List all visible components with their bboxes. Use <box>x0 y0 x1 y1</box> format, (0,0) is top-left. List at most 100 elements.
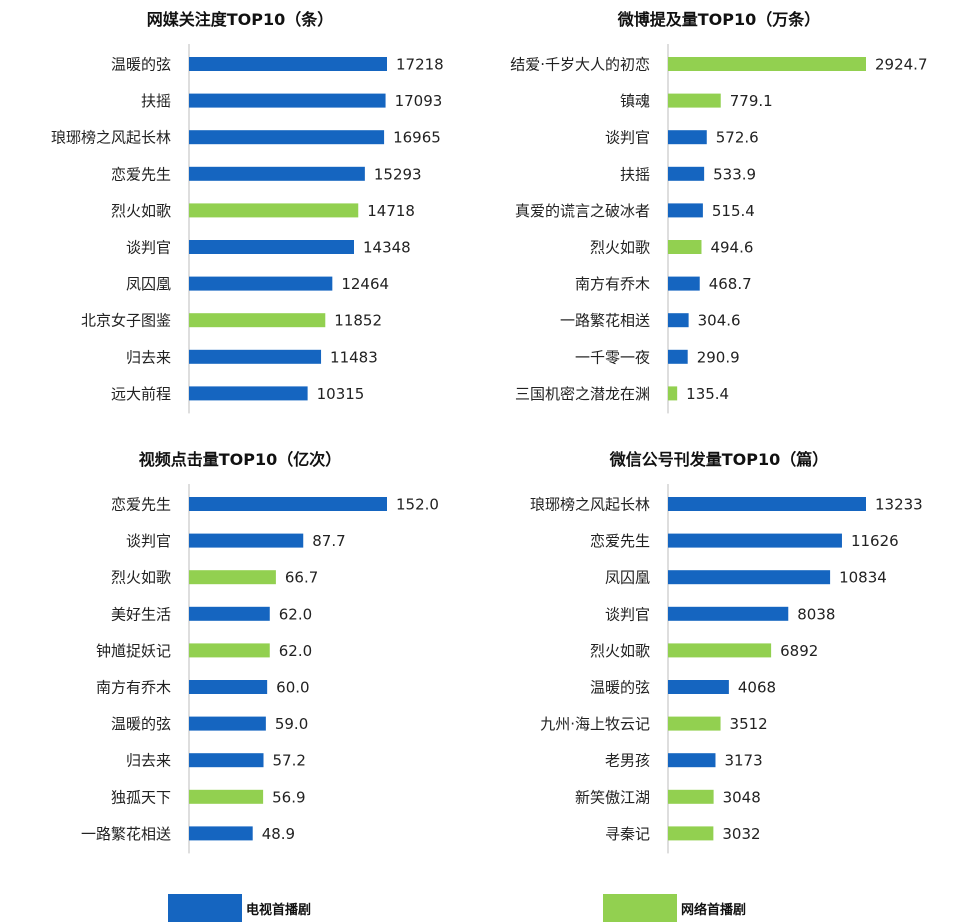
legend-item-web: 网络首播剧 <box>603 894 746 922</box>
category-label: 温暖的弦 <box>111 715 171 733</box>
data-label: 17218 <box>396 56 444 74</box>
data-label: 14718 <box>367 202 415 220</box>
bar <box>668 93 721 108</box>
category-label: 真爱的谎言之破冰者 <box>515 202 650 220</box>
bar <box>668 240 702 254</box>
bar <box>668 276 700 291</box>
category-label: 结爱·千岁大人的初恋 <box>510 56 650 74</box>
category-label: 凤囚凰 <box>126 275 171 293</box>
category-label: 谈判官 <box>605 605 650 623</box>
data-label: 60.0 <box>276 679 309 697</box>
bar <box>189 716 266 731</box>
bar <box>668 349 688 364</box>
data-label: 12464 <box>341 275 389 293</box>
category-label: 钟馗捉妖记 <box>96 642 171 660</box>
bar <box>668 643 772 658</box>
data-label: 56.9 <box>272 788 305 806</box>
category-label: 琅琊榜之风起长林 <box>530 496 650 514</box>
data-label: 304.6 <box>698 312 741 330</box>
chart-title-wechat: 微信公号刊发量TOP10（篇） <box>609 450 829 469</box>
category-label: 归去来 <box>126 348 171 366</box>
bar <box>668 680 729 694</box>
data-label: 66.7 <box>285 569 318 587</box>
data-label: 11483 <box>330 348 378 366</box>
category-label: 九州·海上牧云记 <box>540 715 650 733</box>
legend-swatch-tv <box>168 894 242 922</box>
category-label: 谈判官 <box>605 129 650 147</box>
category-label: 恋爱先生 <box>111 496 171 514</box>
bar <box>189 313 326 328</box>
data-label: 515.4 <box>712 202 755 220</box>
data-label: 59.0 <box>275 715 308 733</box>
data-label: 11626 <box>851 532 899 550</box>
category-label: 南方有乔木 <box>96 679 171 697</box>
bar <box>668 533 842 548</box>
chart-title-web-media: 网媒关注度TOP10（条） <box>146 10 334 29</box>
bar <box>668 789 714 804</box>
bar <box>668 313 689 328</box>
chart-wechat: 琅琊榜之风起长林 13233 恋爱先生 11626 凤囚凰 10834 谈判官 8038 烈火如… <box>530 484 923 854</box>
category-label: 恋爱先生 <box>111 165 171 183</box>
bar <box>189 497 387 511</box>
data-label: 48.9 <box>262 825 295 843</box>
bar <box>668 753 716 768</box>
chart-panel-web-media: 网媒关注度TOP10（条） 温暖的弦 17218 扶摇 17093 琅琊榜之风起长林 16… <box>0 0 480 440</box>
data-label: 3048 <box>723 788 761 806</box>
data-label: 3173 <box>724 752 762 770</box>
bar <box>189 276 333 291</box>
data-label: 2924.7 <box>875 56 928 74</box>
bar <box>189 680 268 694</box>
category-label: 烈火如歌 <box>111 202 171 220</box>
category-label: 扶摇 <box>141 92 171 110</box>
data-label: 4068 <box>738 679 776 697</box>
bar <box>189 789 264 804</box>
data-label: 10834 <box>839 569 887 587</box>
legend-item-tv: 电视首播剧 <box>168 894 311 922</box>
category-label: 温暖的弦 <box>590 679 650 697</box>
data-label: 3512 <box>730 715 768 733</box>
legend-label-web: 网络首播剧 <box>681 902 747 918</box>
bar <box>189 643 270 658</box>
bar <box>189 386 308 401</box>
bar <box>668 716 721 731</box>
data-label: 16965 <box>393 129 441 147</box>
bar <box>668 166 705 181</box>
chart-panel-video-clicks: 视频点击量TOP10（亿次） 恋爱先生 152.0 谈判官 87.7 烈火如歌 66.7 美… <box>0 440 480 880</box>
bar <box>189 753 264 768</box>
category-label: 南方有乔木 <box>575 275 650 293</box>
category-label: 恋爱先生 <box>590 532 650 550</box>
category-label: 独孤天下 <box>111 788 171 806</box>
bar <box>668 57 866 71</box>
data-label: 533.9 <box>713 165 756 183</box>
data-label: 15293 <box>374 165 422 183</box>
data-label: 14348 <box>363 239 411 257</box>
data-label: 779.1 <box>730 92 773 110</box>
chart-weibo: 结爱·千岁大人的初恋 2924.7 镇魂 779.1 谈判官 572.6 扶摇 533.9 真爱… <box>510 44 928 414</box>
data-label: 152.0 <box>396 496 439 514</box>
legend-swatch-web <box>603 894 677 922</box>
bar <box>668 826 714 841</box>
bar <box>668 130 707 145</box>
category-label: 美好生活 <box>111 605 171 623</box>
bar <box>189 203 359 218</box>
category-label: 琅琊榜之风起长林 <box>51 129 171 147</box>
category-label: 扶摇 <box>620 165 650 183</box>
data-label: 62.0 <box>279 605 312 623</box>
bar <box>668 203 703 218</box>
category-label: 寻秦记 <box>605 825 650 843</box>
data-label: 8038 <box>797 605 835 623</box>
category-label: 烈火如歌 <box>590 642 650 660</box>
data-label: 135.4 <box>686 385 729 403</box>
bar <box>189 606 270 621</box>
chart-panel-weibo: 微博提及量TOP10（万条） 结爱·千岁大人的初恋 2924.7 镇魂 779.1 谈判… <box>479 0 959 440</box>
data-label: 3032 <box>722 825 760 843</box>
chart-video-clicks: 恋爱先生 152.0 谈判官 87.7 烈火如歌 66.7 美好生活 62.0 钟馗捉妖记 62.… <box>81 484 439 854</box>
data-label: 57.2 <box>273 752 306 770</box>
category-label: 烈火如歌 <box>111 569 171 587</box>
category-label: 镇魂 <box>620 92 650 110</box>
bar <box>189 349 322 364</box>
bar <box>189 57 387 71</box>
bar <box>668 386 678 401</box>
bar <box>189 826 253 841</box>
category-label: 远大前程 <box>111 385 171 403</box>
